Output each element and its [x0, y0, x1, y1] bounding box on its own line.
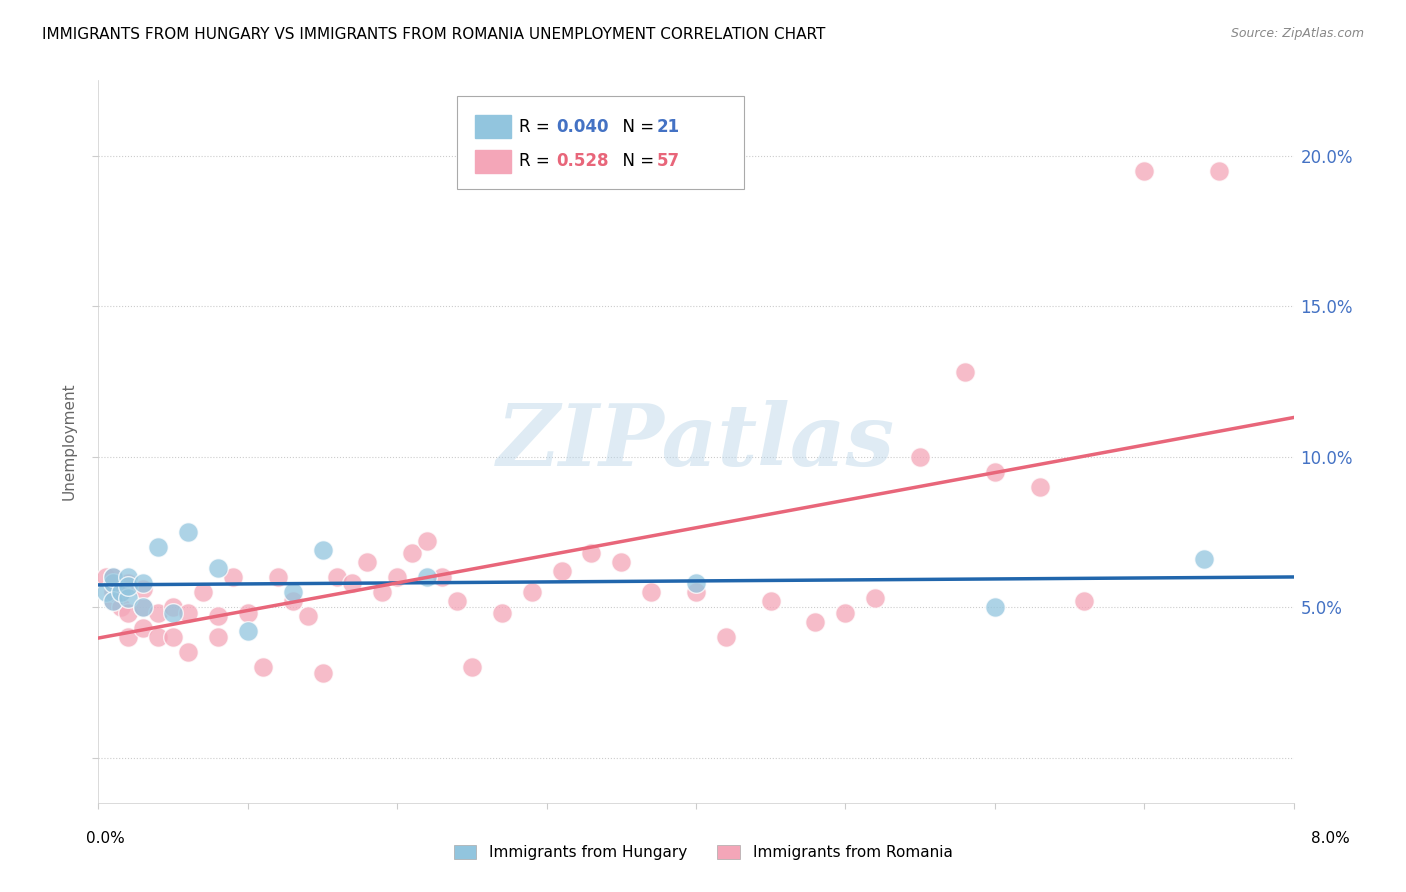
Text: ZIPatlas: ZIPatlas [496, 400, 896, 483]
Point [610, 555, 633, 569]
Point [311, 666, 333, 681]
Point [1028, 480, 1050, 494]
Point [162, 630, 184, 644]
Point [281, 585, 304, 599]
Text: R =: R = [519, 153, 555, 170]
Legend: Immigrants from Hungary, Immigrants from Romania: Immigrants from Hungary, Immigrants from… [447, 839, 959, 866]
Point [222, 570, 245, 584]
Text: R =: R = [519, 118, 555, 136]
Point [207, 609, 229, 624]
Point [236, 624, 259, 639]
Point [326, 570, 349, 584]
Point [984, 600, 1007, 615]
Point [953, 365, 976, 379]
Point [110, 585, 132, 599]
Text: Source: ZipAtlas.com: Source: ZipAtlas.com [1230, 27, 1364, 40]
Bar [475, 150, 510, 173]
Point [252, 660, 274, 674]
Point [132, 582, 155, 596]
Point [1133, 163, 1156, 178]
Point [191, 585, 214, 599]
Text: 21: 21 [657, 118, 679, 136]
Point [1208, 163, 1230, 178]
Text: 0.0%: 0.0% [86, 831, 125, 846]
Point [581, 546, 603, 560]
Point [416, 570, 439, 584]
Point [148, 630, 170, 644]
Point [984, 465, 1007, 479]
Point [342, 576, 364, 591]
Point [520, 585, 543, 599]
Y-axis label: Unemployment: Unemployment [62, 383, 77, 500]
Point [110, 600, 132, 615]
Point [685, 576, 707, 591]
Point [416, 533, 439, 548]
Point [491, 606, 513, 620]
Point [281, 594, 304, 608]
Point [162, 600, 184, 615]
Text: 0.040: 0.040 [557, 118, 609, 136]
Text: 8.0%: 8.0% [1310, 831, 1350, 846]
Point [297, 609, 319, 624]
Point [103, 594, 125, 608]
Point [908, 450, 931, 464]
Point [1073, 594, 1095, 608]
Bar [475, 115, 510, 138]
Point [94, 585, 117, 599]
Point [834, 606, 856, 620]
Point [311, 542, 333, 557]
Point [117, 576, 139, 591]
Point [148, 606, 170, 620]
Point [117, 630, 139, 644]
Point [94, 570, 117, 584]
Point [148, 540, 170, 554]
Point [804, 615, 827, 630]
Point [207, 630, 229, 644]
Point [207, 561, 229, 575]
Point [714, 630, 737, 644]
Text: IMMIGRANTS FROM HUNGARY VS IMMIGRANTS FROM ROMANIA UNEMPLOYMENT CORRELATION CHAR: IMMIGRANTS FROM HUNGARY VS IMMIGRANTS FR… [42, 27, 825, 42]
Point [371, 585, 394, 599]
Point [356, 555, 378, 569]
Point [177, 606, 200, 620]
Point [177, 524, 200, 539]
Point [236, 606, 259, 620]
Point [177, 645, 200, 659]
Point [1192, 552, 1215, 566]
Point [103, 576, 125, 591]
Point [685, 585, 707, 599]
Point [401, 546, 423, 560]
Point [103, 570, 125, 584]
Point [117, 606, 139, 620]
Point [446, 594, 468, 608]
FancyBboxPatch shape [457, 96, 744, 189]
Point [103, 594, 125, 608]
Point [132, 600, 155, 615]
Point [117, 579, 139, 593]
Point [117, 570, 139, 584]
Point [110, 585, 132, 599]
Point [385, 570, 409, 584]
Point [132, 621, 155, 635]
Point [865, 591, 887, 606]
Point [759, 594, 782, 608]
Point [430, 570, 453, 584]
Text: 57: 57 [657, 153, 679, 170]
Point [103, 570, 125, 584]
Point [267, 570, 290, 584]
Point [640, 585, 662, 599]
Point [132, 576, 155, 591]
Point [117, 591, 139, 606]
Point [550, 564, 572, 578]
Text: 0.528: 0.528 [557, 153, 609, 170]
Point [162, 606, 184, 620]
Point [461, 660, 484, 674]
Point [132, 600, 155, 615]
Text: N =: N = [613, 118, 659, 136]
Point [103, 585, 125, 599]
Text: N =: N = [613, 153, 659, 170]
